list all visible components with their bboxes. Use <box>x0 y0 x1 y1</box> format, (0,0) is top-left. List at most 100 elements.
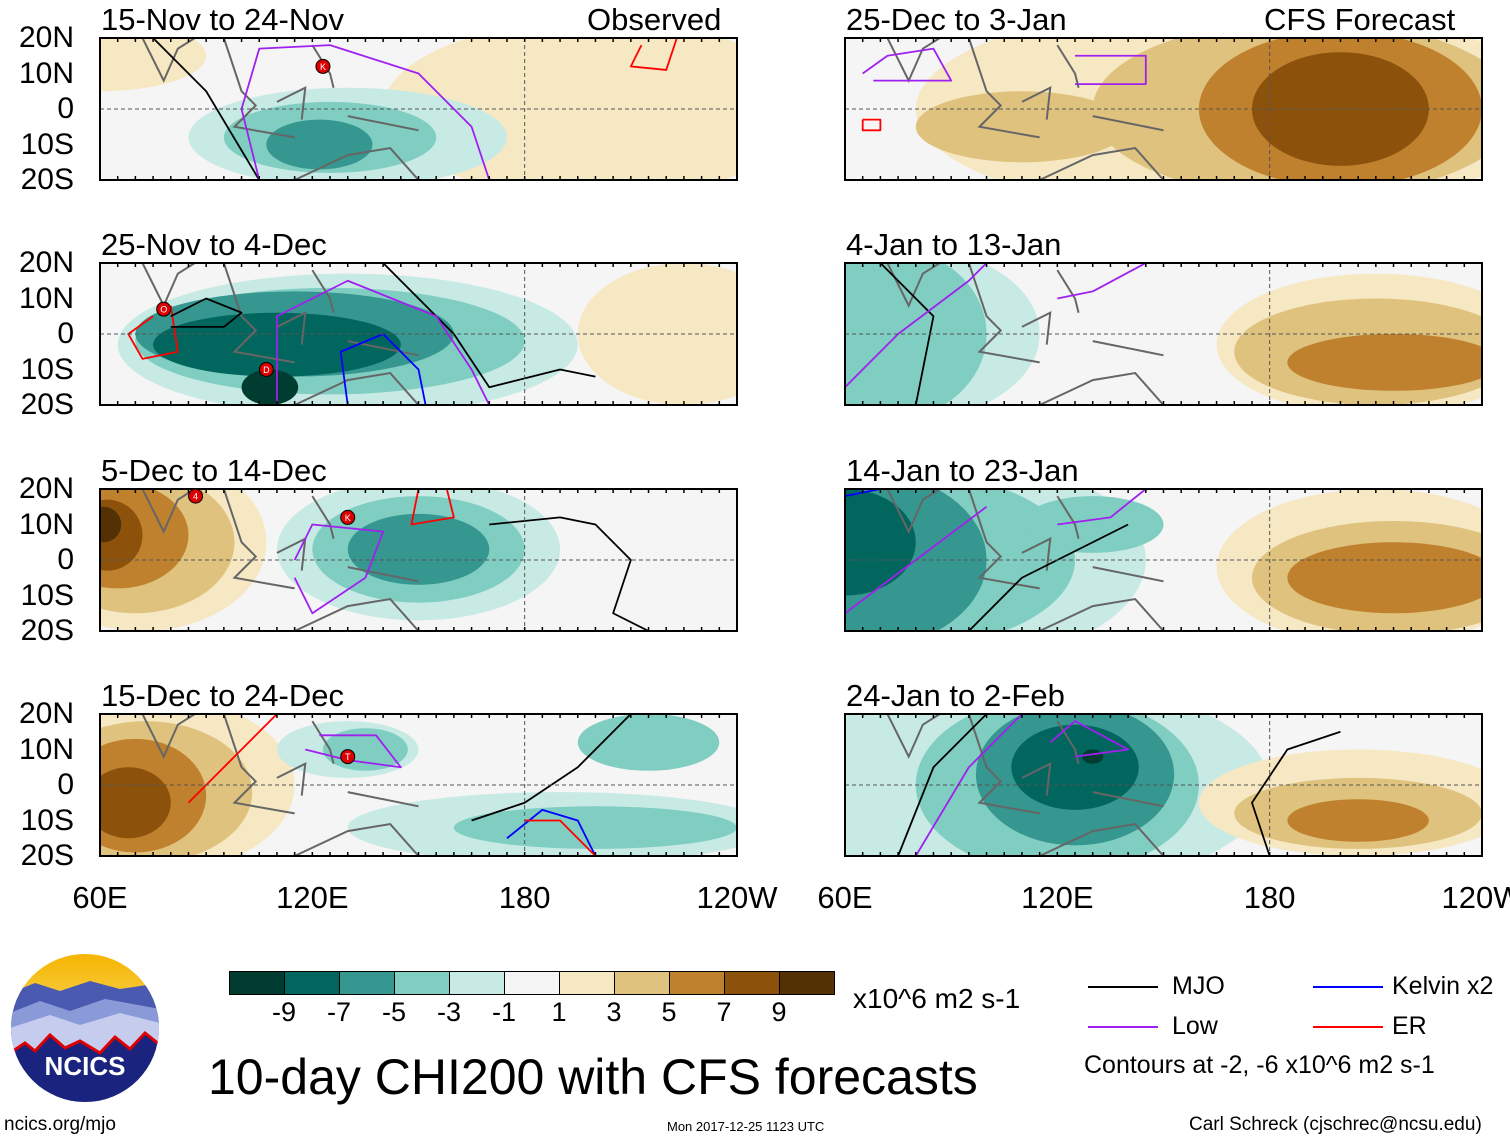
ncics-logo: NCICS <box>10 953 160 1108</box>
colorbar-swatch <box>504 972 559 994</box>
lat-label: 20S <box>20 839 74 872</box>
anomaly-region <box>577 714 720 771</box>
anomaly-region <box>1287 334 1482 391</box>
anomaly-region <box>1287 542 1482 614</box>
lat-label: 10S <box>20 352 74 386</box>
colorbar-swatch <box>559 972 614 994</box>
storm-label: K <box>320 62 326 72</box>
lat-label: 10N <box>18 56 74 90</box>
contour-line <box>879 263 935 405</box>
panel-title: 25-Nov to 4-Dec <box>101 227 327 262</box>
forecast-label: CFS Forecast <box>1264 2 1456 37</box>
contour-line <box>489 516 649 631</box>
colorbar-label: -3 <box>436 997 461 1027</box>
footer-timestamp: Mon 2017-12-25 1123 UTC <box>667 1119 825 1134</box>
anomaly-region <box>266 119 373 170</box>
low-line-swatch <box>1088 1026 1158 1028</box>
lat-label: 20S <box>20 163 74 196</box>
map-panel: T <box>99 713 738 857</box>
lon-label: 120W <box>696 880 778 915</box>
lat-label: 20N <box>18 21 74 54</box>
storm-label: D <box>263 365 270 375</box>
lat-label: 0 <box>57 317 74 350</box>
lat-label: 20N <box>18 246 74 279</box>
panel-title: 24-Jan to 2-Feb <box>846 678 1065 713</box>
colorbar-swatch <box>339 972 394 994</box>
contour-line <box>1251 730 1341 856</box>
storm-marker <box>340 509 356 525</box>
anomaly-region <box>845 489 916 596</box>
contour-line <box>293 523 385 615</box>
observed-label: Observed <box>587 2 722 37</box>
lon-label: 120E <box>276 880 349 915</box>
colorbar-swatch <box>394 972 449 994</box>
storm-marker <box>258 362 274 377</box>
colorbar-label: 5 <box>661 997 677 1027</box>
colorbar-units: x10^6 m2 s-1 <box>853 983 1021 1014</box>
contour-line <box>897 714 988 856</box>
storm-marker <box>156 301 172 317</box>
anomaly-region <box>915 91 1129 163</box>
footer-url[interactable]: ncics.org/mjo <box>4 1114 116 1135</box>
colorbar-label: 1 <box>551 997 567 1027</box>
map-panel <box>844 37 1483 181</box>
anomaly-region <box>100 506 122 543</box>
contour-line <box>276 279 491 405</box>
legend-mjo: MJO <box>1172 972 1225 1000</box>
contour-line <box>845 263 988 388</box>
storm-label: K <box>345 513 351 523</box>
lat-label: 20N <box>18 472 74 505</box>
map-panel <box>844 488 1483 632</box>
anomaly-region <box>241 369 299 405</box>
lat-label: 20N <box>18 697 74 730</box>
anomaly-region <box>347 513 490 585</box>
anomaly-region <box>1021 496 1164 553</box>
storm-marker <box>188 488 204 504</box>
lat-label: 10S <box>20 803 74 837</box>
storm-marker <box>340 749 356 765</box>
er-line-swatch <box>1313 1026 1383 1028</box>
lon-label: 60E <box>72 880 128 915</box>
map-panel <box>844 713 1483 857</box>
main-title: 10-day CHI200 with CFS forecasts <box>208 1049 978 1105</box>
lat-label: 20S <box>20 614 74 647</box>
legend-kelvin: Kelvin x2 <box>1392 972 1494 1000</box>
footer-credit: Carl Schreck (cjschrec@ncsu.edu) <box>1189 1114 1482 1135</box>
contour-line <box>1057 489 1147 526</box>
contour-line <box>861 118 882 132</box>
colorbar-swatch <box>230 972 284 994</box>
colorbar-label: -5 <box>381 997 406 1027</box>
colorbar-swatch <box>449 972 504 994</box>
colorbar-label: 9 <box>771 997 787 1027</box>
anomaly-region <box>1011 724 1139 810</box>
coastline <box>141 38 420 180</box>
lat-label: 10S <box>20 578 74 612</box>
map-panel <box>844 262 1483 406</box>
lat-label: 10S <box>20 127 74 161</box>
colorbar-label: -1 <box>491 997 516 1027</box>
lon-label: 180 <box>498 880 551 915</box>
anomaly-region <box>1082 749 1104 764</box>
contour-line <box>152 38 261 180</box>
legend-er: ER <box>1392 1012 1427 1040</box>
colorbar-label: -9 <box>271 997 296 1027</box>
storm-label: O <box>160 305 167 315</box>
contour-line <box>1049 720 1130 758</box>
contour-line <box>170 297 243 328</box>
coastline <box>886 38 1165 180</box>
anomaly-region <box>577 263 737 405</box>
colorbar-swatch <box>614 972 669 994</box>
contour-line <box>506 808 597 856</box>
coastline <box>886 263 1165 405</box>
contour-line <box>524 819 597 856</box>
anomaly-region <box>1287 799 1429 842</box>
contour-line <box>187 714 278 804</box>
contour-line <box>629 38 678 71</box>
lon-label: 60E <box>817 880 873 915</box>
coastline <box>886 489 1165 631</box>
contour-line <box>127 305 179 360</box>
legend-low: Low <box>1172 1012 1218 1040</box>
colorbar-swatch <box>724 972 779 994</box>
